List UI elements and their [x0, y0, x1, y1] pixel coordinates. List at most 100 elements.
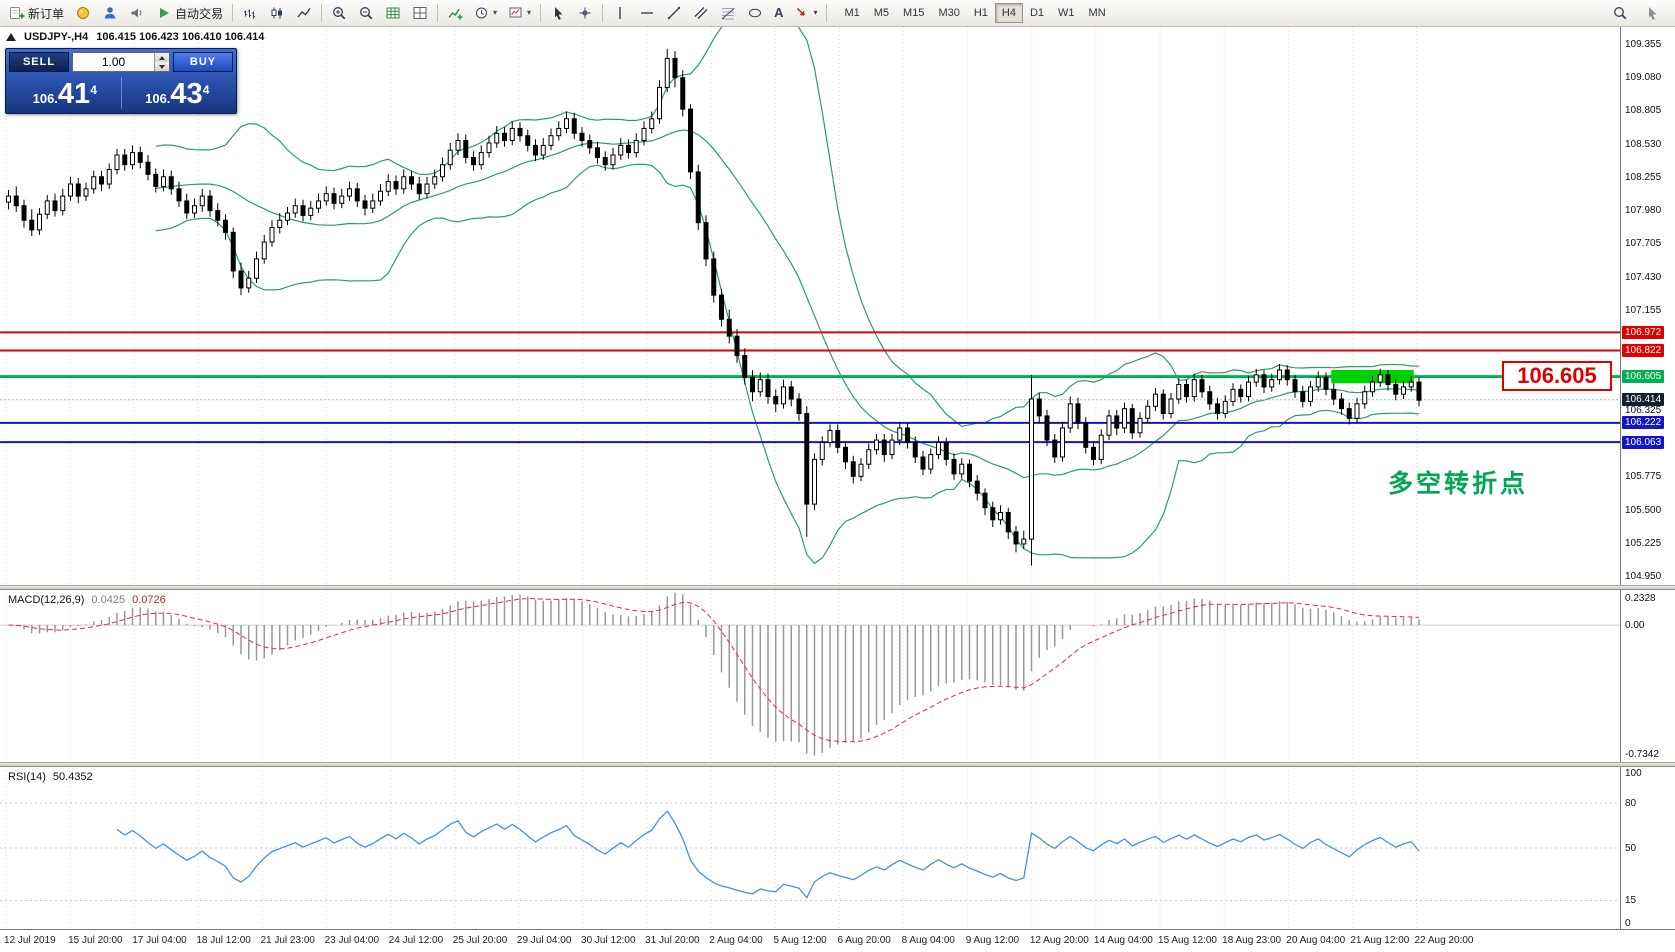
tf-button-w1[interactable]: W1 [1058, 7, 1075, 19]
time-axis-label: 30 Jul 12:00 [581, 935, 636, 946]
macd-panel[interactable]: MACD(12,26,9) 0.0425 0.0726 [0, 590, 1675, 762]
templates-button[interactable]: ▾ [503, 2, 536, 24]
caret-down-icon: ▾ [493, 8, 498, 17]
vertical-line-icon [619, 7, 621, 19]
price-axis-label: 0.2328 [1625, 592, 1656, 604]
price-axis-label: 15 [1625, 895, 1637, 906]
text-button[interactable]: A [769, 2, 788, 24]
auto-trading-button[interactable]: 自动交易 [151, 2, 228, 24]
one-click-collapse-icon[interactable] [6, 33, 16, 41]
arrows-button[interactable]: ▾ [789, 2, 822, 24]
timeframe-toolbar: M1 M5 M15 M30 H1 H4 D1 W1 MN [837, 3, 1112, 23]
alerts-button[interactable] [124, 2, 150, 24]
volume-value[interactable]: 1.00 [101, 55, 126, 69]
tf-button-d1[interactable]: D1 [1029, 7, 1045, 19]
volume-increase-button[interactable] [155, 53, 169, 62]
ellipse-button[interactable] [742, 2, 768, 24]
macd-value-signal: 0.0726 [132, 594, 166, 606]
time-axis-label: 22 Aug 20:00 [1414, 935, 1474, 946]
grid-button[interactable] [380, 2, 406, 24]
price-callout-label[interactable]: 106.605 [1502, 360, 1612, 391]
buy-price-button[interactable]: 106. 43 4 [122, 74, 234, 112]
price-divider [120, 77, 122, 109]
macd-value-main: 0.0425 [91, 594, 126, 606]
price-axis-label: 109.080 [1625, 72, 1662, 84]
macd-canvas[interactable] [0, 590, 1620, 762]
window-separator[interactable] [0, 585, 1675, 590]
chart-bars-button[interactable] [237, 2, 263, 24]
window-separator[interactable] [0, 762, 1675, 767]
tf-button-m5[interactable]: M5 [873, 7, 890, 19]
price-line-label: 106.972 [1622, 325, 1665, 339]
periods-button[interactable]: ▾ [469, 2, 502, 24]
toolbar-right-group [1607, 2, 1671, 24]
time-axis-label: 23 Jul 04:00 [324, 935, 380, 946]
chart-candles-button[interactable] [264, 2, 290, 24]
time-axis-label: 31 Jul 20:00 [645, 935, 700, 946]
sell-price-button[interactable]: 106. 41 4 [9, 74, 121, 112]
fibonacci-button[interactable] [715, 2, 741, 24]
chart-line-button[interactable] [291, 2, 317, 24]
price-chart-canvas[interactable] [0, 27, 1620, 585]
tf-button-h4[interactable]: H4 [994, 3, 1023, 23]
caret-down-icon: ▾ [813, 8, 818, 17]
tf-button-m30[interactable]: M30 [938, 7, 960, 19]
buy-button[interactable]: BUY [173, 52, 233, 72]
search-button[interactable] [1607, 2, 1633, 24]
tf-button-mn[interactable]: MN [1088, 7, 1106, 19]
volume-decrease-button[interactable] [155, 62, 169, 71]
indicators-button[interactable] [442, 2, 468, 24]
price-axis-label: 105.775 [1625, 471, 1662, 483]
zoom-in-button[interactable] [326, 2, 352, 24]
turning-point-annotation[interactable]: 多空转折点 [1388, 470, 1529, 498]
one-click-trading-panel: SELL 1.00 BUY 106. 41 4 [5, 48, 237, 114]
vertical-line-button[interactable] [607, 2, 633, 24]
chart-symbol: USDJPY-,H4 [24, 31, 89, 43]
time-axis-label: 18 Aug 23:00 [1222, 935, 1282, 946]
ellipse-icon [749, 8, 762, 18]
horizontal-line-button[interactable] [634, 2, 660, 24]
time-axis[interactable]: 12 Jul 2019 15 Jul 20:00 17 Jul 04:00 18 Ju… [0, 929, 1675, 952]
time-axis-label: 8 Aug 04:00 [901, 935, 955, 946]
rsi-panel[interactable]: RSI(14) 50.4352 [0, 767, 1675, 929]
sell-button[interactable]: SELL [9, 52, 69, 72]
channel-button[interactable] [688, 2, 714, 24]
volume-field[interactable]: 1.00 [72, 52, 170, 72]
ask-prefix: 106. [145, 91, 171, 106]
new-order-icon [10, 7, 25, 19]
tf-button-m1[interactable]: M1 [844, 7, 860, 19]
spin-down-icon [159, 64, 165, 69]
time-axis-label: 25 Jul 20:00 [452, 935, 508, 946]
price-axis-label: 104.950 [1625, 571, 1662, 583]
grid-icon [386, 7, 400, 19]
toolbar-separator [232, 4, 234, 22]
horizontal-line-icon [641, 12, 654, 14]
rsi-canvas[interactable] [0, 767, 1620, 929]
main-chart-panel[interactable]: USDJPY-,H4 106.415 106.423 106.410 106.4… [0, 27, 1675, 585]
new-order-button[interactable]: 新订单 [4, 2, 69, 24]
price-axis-label: 107.430 [1625, 271, 1662, 283]
time-axis-label: 9 Aug 12:00 [965, 935, 1020, 946]
fibonacci-icon [721, 8, 735, 20]
template-icon [509, 7, 522, 18]
profiles-button[interactable] [97, 2, 123, 24]
price-axis-label: 0.00 [1625, 619, 1645, 631]
tile-windows-button[interactable] [407, 2, 433, 24]
tf-button-h1[interactable]: H1 [973, 7, 988, 19]
price-axis-label: 108.805 [1625, 105, 1662, 117]
pointer-tool-button[interactable] [1639, 2, 1665, 24]
trendline-button[interactable] [661, 2, 687, 24]
time-axis-label: 15 Aug 12:00 [1158, 935, 1217, 946]
time-axis-label: 12 Aug 20:00 [1029, 935, 1089, 946]
metaeditor-button[interactable] [70, 2, 96, 24]
rsi-label: RSI(14) 50.4352 [8, 771, 93, 783]
crosshair-button[interactable] [572, 2, 598, 24]
indicators-icon [448, 8, 463, 20]
zoom-out-button[interactable] [353, 2, 379, 24]
price-axis[interactable]: 109.355 109.080 108.805 108.530 108.255 107.9… [1620, 27, 1675, 929]
tf-button-m15[interactable]: M15 [903, 7, 925, 19]
cursor-icon [555, 7, 563, 20]
macd-name: MACD(12,26,9) [8, 594, 85, 606]
cursor-button[interactable] [545, 2, 571, 24]
candlestick-icon [271, 7, 283, 19]
